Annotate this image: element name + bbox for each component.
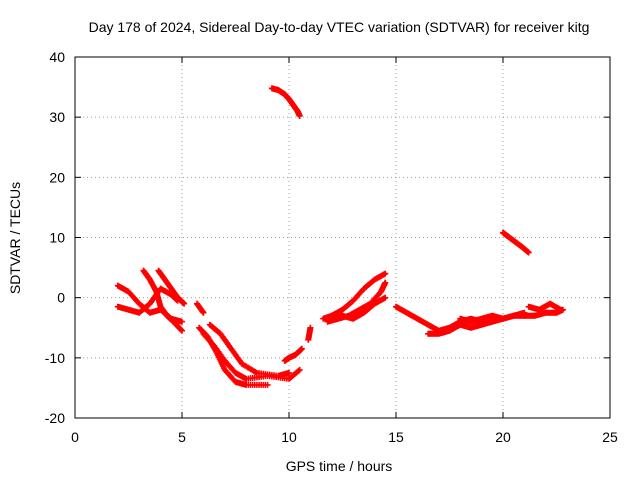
series-arc-t (500, 229, 532, 256)
x-axis-label: GPS time / hours (286, 458, 393, 474)
data-point (296, 366, 303, 373)
grid-lines (75, 57, 610, 418)
data-point (264, 381, 271, 388)
data-point (525, 249, 532, 256)
data-point (382, 294, 389, 301)
data-point (295, 367, 302, 374)
series-arc-s (525, 300, 564, 313)
series-arc-e (193, 300, 207, 316)
y-tick-label: 0 (57, 290, 65, 306)
x-tick-label: 0 (71, 429, 79, 445)
series-arc-q (457, 309, 528, 325)
x-tick-label: 10 (281, 429, 297, 445)
series-arc-i (281, 345, 305, 364)
data-point (307, 324, 314, 331)
series-arc-k (268, 85, 303, 119)
plot-frame (74, 56, 611, 419)
x-tick-label: 25 (602, 429, 618, 445)
y-tick-label: 40 (49, 49, 65, 65)
x-tick-label: 5 (178, 429, 186, 445)
data-point (382, 279, 389, 286)
y-tick-label: -10 (45, 350, 65, 366)
y-axis-label: SDTVAR / TECUs (7, 182, 23, 294)
y-tick-label: 20 (49, 169, 65, 185)
axis-ticks: 0 5 10 15 20 25 -20 -10 0 10 20 30 40 (45, 49, 618, 445)
y-tick-label: -20 (45, 410, 65, 426)
data-points (114, 85, 566, 388)
series-arc-j (305, 324, 314, 343)
y-tick-label: 10 (49, 230, 65, 246)
chart-title: Day 178 of 2024, Sidereal Day-to-day VTE… (89, 19, 590, 35)
data-point (178, 326, 185, 333)
data-point (382, 270, 389, 277)
series-arc-n (328, 294, 389, 322)
series-arc-c (140, 267, 185, 334)
data-point (286, 369, 292, 376)
x-tick-label: 20 (495, 429, 511, 445)
series-arc-h (206, 321, 292, 379)
data-point (200, 309, 207, 316)
x-tick-label: 15 (388, 429, 404, 445)
series-arc-d (155, 267, 188, 307)
data-point (296, 112, 303, 119)
data-point (557, 306, 564, 313)
data-point (179, 318, 185, 325)
data-point (298, 345, 305, 352)
y-tick-label: 30 (49, 109, 65, 125)
data-point (181, 300, 188, 307)
data-point (179, 327, 185, 334)
